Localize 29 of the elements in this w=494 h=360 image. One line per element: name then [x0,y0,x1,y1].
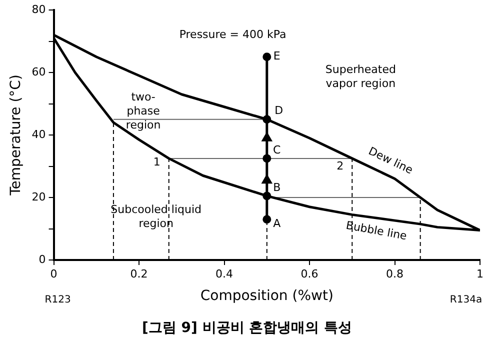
y-tick-label: 80 [32,2,46,16]
y-axis-title: Temperature (°C) [8,74,24,196]
y-tick-label: 0 [38,252,46,266]
annotation: C [273,143,282,156]
annotation: 2 [336,159,344,172]
annotation: 1 [153,155,160,168]
text: [그림 9] 비공비 혼합냉매의 특성 [140,319,354,337]
annotation: B [273,180,281,194]
x-tick-label: 0.2 [130,267,148,280]
y-tick-label: 40 [32,128,46,141]
annotation: Dew line [366,144,416,177]
annotation: Bubble line [344,218,408,243]
x-axis-title: Composition (%wt) [200,288,334,304]
annotation: A [273,217,282,230]
x-tick-label: 0 [50,267,58,280]
annotation: E [273,50,280,63]
x-tick-label: 0.8 [386,267,404,280]
x-tick-label: 1 [476,267,484,280]
annotation: Superheated vapor region [325,62,396,90]
text: R123 [44,294,71,306]
x-tick-label: 0.6 [300,267,318,280]
y-tick-label: 20 [32,190,46,204]
y-tick-label: 60 [32,65,46,78]
annotation: D [274,104,284,118]
text: R134a [450,294,482,306]
x-tick-label: 0.4 [216,267,234,280]
annotation: Subcooled liquid region [110,202,202,230]
annotation: Pressure = 400 kPa [179,28,286,41]
annotation: two- phase region [126,90,161,132]
